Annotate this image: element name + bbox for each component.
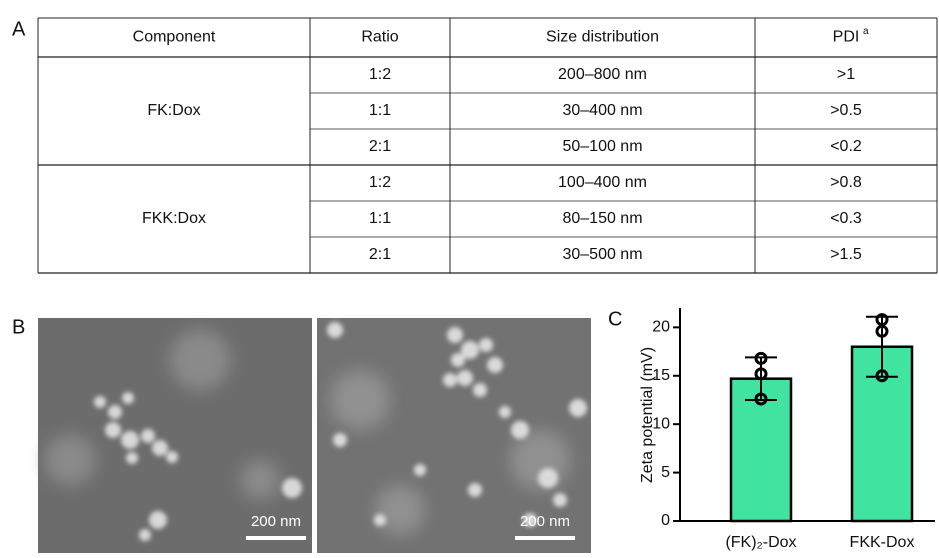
cell: 80–150 nm xyxy=(562,210,642,227)
header-cell: PDI xyxy=(833,29,860,46)
cell: <0.2 xyxy=(830,138,862,155)
cell: 1:1 xyxy=(369,102,391,119)
cell: 30–400 nm xyxy=(562,102,642,119)
x-tick-label: FKK-Dox xyxy=(850,534,915,551)
cell: 100–400 nm xyxy=(558,174,647,191)
component-cell: FKK:Dox xyxy=(142,210,206,227)
cell: >1.5 xyxy=(830,246,862,263)
header-note: a xyxy=(863,26,869,37)
cell: >1 xyxy=(837,66,855,83)
cell: 2:1 xyxy=(369,138,391,155)
cell: 1:1 xyxy=(369,210,391,227)
cell: 200–800 nm xyxy=(558,66,647,83)
panel-label: B xyxy=(12,316,25,338)
header-cell: Size distribution xyxy=(546,29,659,46)
panel-label: C xyxy=(608,308,622,330)
cell: 1:2 xyxy=(369,174,391,191)
component-cell: FK:Dox xyxy=(147,102,200,119)
cell: 50–100 nm xyxy=(562,138,642,155)
sem-image: 200 nm xyxy=(38,318,312,553)
cell: 30–500 nm xyxy=(562,246,642,263)
cell: <0.3 xyxy=(830,210,862,227)
cell: 2:1 xyxy=(369,246,391,263)
y-tick-label: 15 xyxy=(652,367,670,384)
panel-label: A xyxy=(12,18,26,40)
figure: A B C Component Ratio Size distribution PDI… xyxy=(0,0,939,553)
y-tick-label: 5 xyxy=(661,464,670,481)
y-tick-label: 10 xyxy=(652,415,670,432)
scale-label: 200 nm xyxy=(251,513,301,530)
sem-image: 200 nm xyxy=(317,318,591,553)
y-tick-label: 0 xyxy=(661,512,670,529)
header-cell: Ratio xyxy=(361,29,398,46)
x-tick-label: (FK)₂-Dox xyxy=(725,534,796,551)
y-tick-label: 20 xyxy=(652,319,670,336)
header-cell: Component xyxy=(133,29,216,46)
cell: 1:2 xyxy=(369,66,391,83)
cell: >0.5 xyxy=(830,102,862,119)
scale-label: 200 nm xyxy=(520,513,570,530)
cell: >0.8 xyxy=(830,174,862,191)
